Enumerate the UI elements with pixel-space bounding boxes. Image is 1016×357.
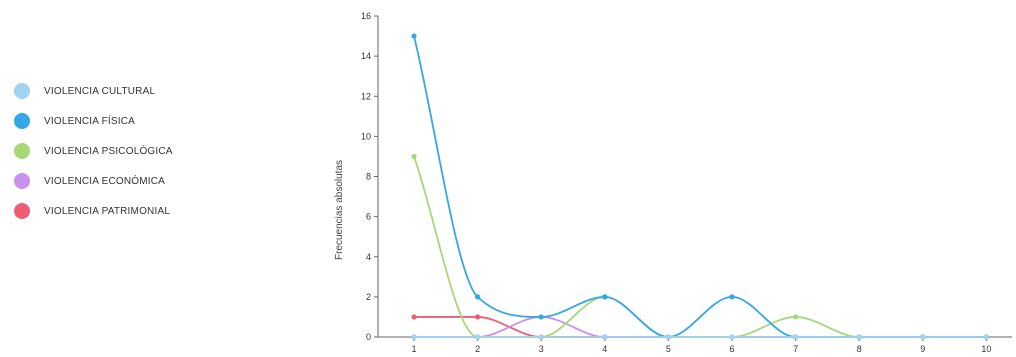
y-tick-label: 2: [366, 292, 371, 302]
data-point[interactable]: [920, 334, 926, 340]
data-point[interactable]: [475, 314, 481, 320]
data-point[interactable]: [729, 334, 735, 340]
series-line: [413, 316, 988, 338]
legend-item-economica[interactable]: VIOLENCIA ECONÓMICA: [14, 166, 173, 196]
legend-label: VIOLENCIA FÍSICA: [44, 115, 136, 127]
legend-label: VIOLENCIA CULTURAL: [44, 85, 156, 97]
y-tick-label: 12: [361, 91, 371, 101]
series-violencia-física: [411, 33, 990, 340]
legend-swatch: [14, 83, 30, 99]
x-tick-label: 1: [411, 344, 416, 354]
series-violencia-cultural: [411, 334, 990, 340]
legend-swatch: [14, 113, 30, 129]
series-violencia-psicológica: [411, 153, 990, 340]
y-tick-label: 0: [366, 332, 371, 342]
series-line: [413, 316, 988, 338]
x-tick-label: 3: [539, 344, 544, 354]
data-point[interactable]: [411, 33, 417, 39]
y-tick-label: 6: [366, 212, 371, 222]
data-point[interactable]: [538, 334, 544, 340]
legend-label: VIOLENCIA PATRIMONIAL: [44, 205, 171, 217]
y-tick-label: 8: [366, 172, 371, 182]
legend-label: VIOLENCIA ECONÓMICA: [44, 175, 166, 187]
y-tick-label: 14: [361, 51, 371, 61]
y-ticks: 0 2 4 6 8 10 12 14 16: [361, 11, 378, 342]
x-tick-label: 4: [602, 344, 607, 354]
legend-swatch: [14, 173, 30, 189]
data-point[interactable]: [602, 294, 608, 300]
legend-swatch: [14, 143, 30, 159]
data-point[interactable]: [856, 334, 862, 340]
data-point[interactable]: [411, 314, 417, 320]
legend-swatch: [14, 203, 30, 219]
data-point[interactable]: [983, 334, 990, 340]
x-tick-label: 7: [793, 344, 798, 354]
x-tick-label: 9: [920, 344, 925, 354]
legend-label: VIOLENCIA PSICOLÓGICA: [44, 145, 173, 157]
data-point[interactable]: [665, 334, 672, 340]
data-point[interactable]: [729, 294, 735, 300]
data-point[interactable]: [602, 334, 608, 340]
y-tick-label: 4: [366, 252, 371, 262]
legend-item-cultural[interactable]: VIOLENCIA CULTURAL: [14, 76, 173, 106]
x-tick-label: 8: [857, 344, 862, 354]
x-tick-label: 10: [981, 344, 991, 354]
x-tick-label: 5: [666, 344, 671, 354]
x-tick-label: 6: [729, 344, 734, 354]
legend-item-patrimonial[interactable]: VIOLENCIA PATRIMONIAL: [14, 196, 173, 226]
data-point[interactable]: [475, 294, 481, 300]
y-tick-label: 10: [361, 131, 371, 141]
data-point[interactable]: [411, 334, 417, 340]
y-tick-label: 16: [361, 11, 371, 21]
x-ticks: 1 2 3 4 5 6 7 8 9 10: [411, 337, 991, 354]
y-axis-title: Frecuencias absolutas: [334, 160, 345, 260]
legend-item-psicologica[interactable]: VIOLENCIA PSICOLÓGICA: [14, 136, 173, 166]
series-line: [413, 35, 988, 338]
data-point[interactable]: [793, 334, 799, 340]
data-point[interactable]: [411, 153, 417, 160]
series-layer: [411, 33, 990, 340]
legend-item-fisica[interactable]: VIOLENCIA FÍSICA: [14, 106, 173, 136]
x-tick-label: 2: [475, 344, 480, 354]
chart-legend: VIOLENCIA CULTURAL VIOLENCIA FÍSICA VIOL…: [14, 76, 173, 226]
data-point[interactable]: [475, 334, 481, 340]
series-line: [413, 155, 988, 338]
data-point[interactable]: [793, 314, 799, 320]
data-point[interactable]: [538, 314, 544, 320]
